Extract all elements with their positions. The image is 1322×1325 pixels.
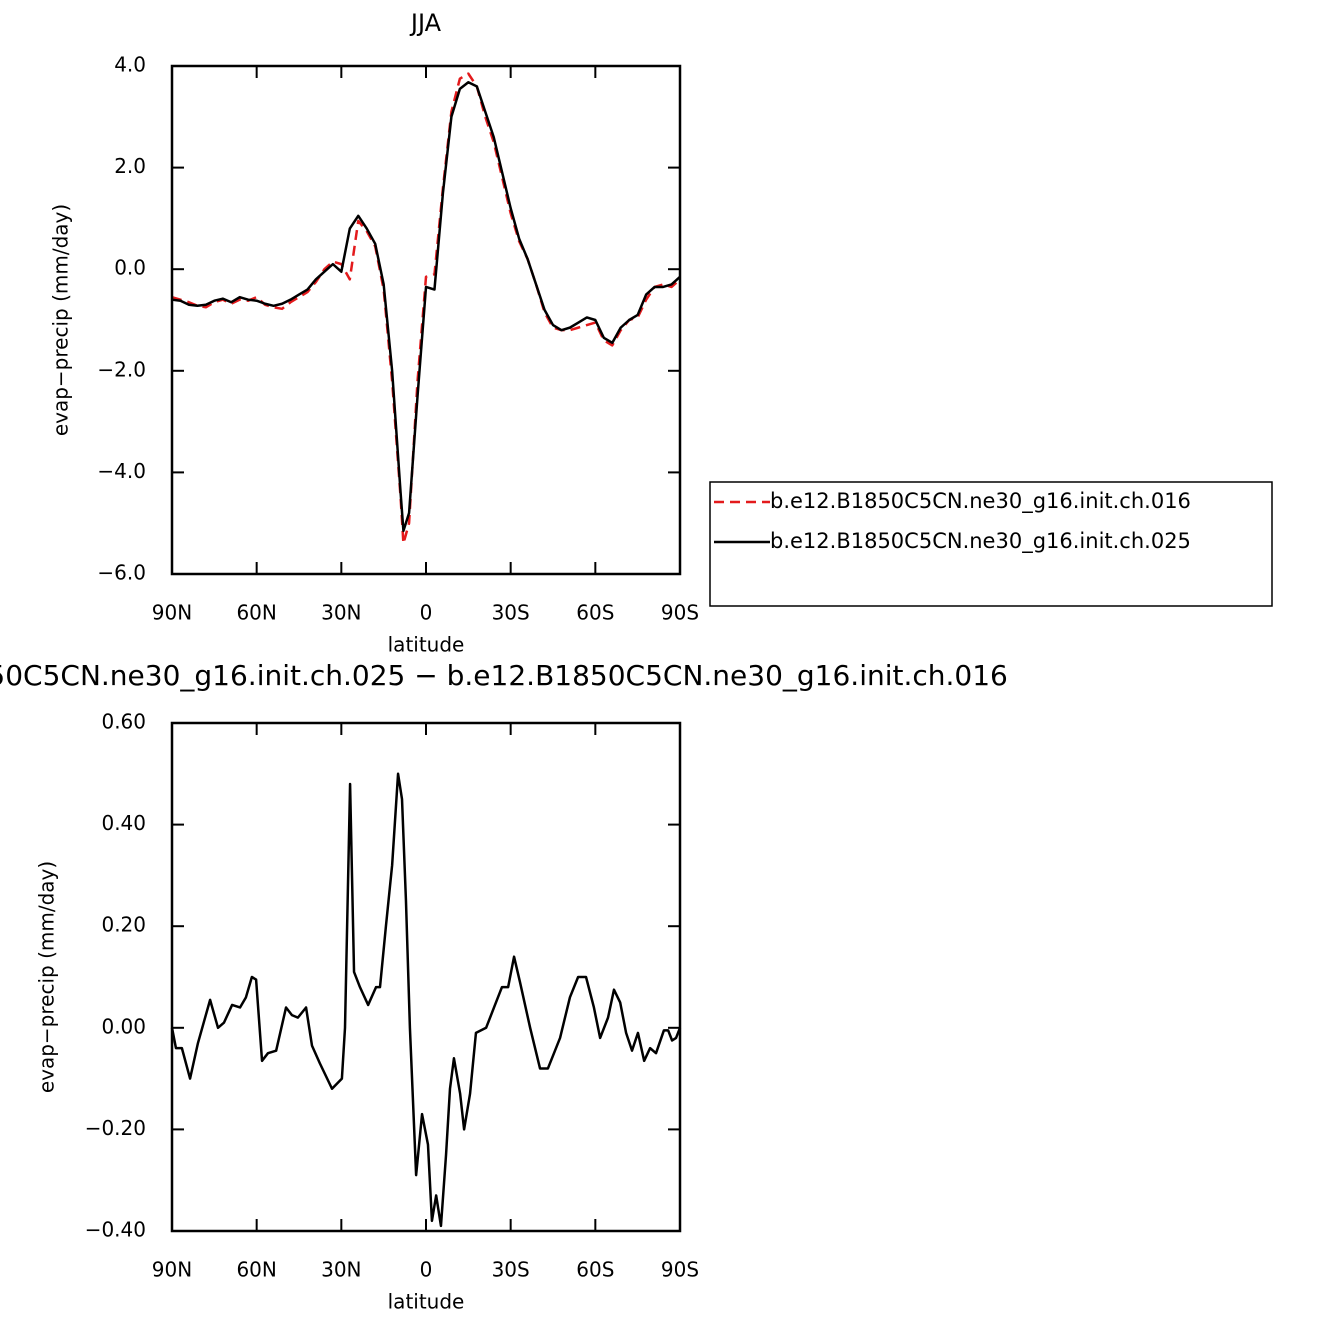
x-tick-label: 30S — [492, 1258, 530, 1282]
x-tick-label: 90S — [661, 1258, 699, 1282]
x-tick-label: 90N — [152, 1258, 192, 1282]
y-tick-label: 4.0 — [114, 53, 146, 77]
x-tick-label: 30S — [492, 601, 530, 625]
y-tick-label: 0.40 — [101, 811, 146, 835]
plot-frame — [170, 64, 682, 576]
x-tick-label: 0 — [420, 1258, 433, 1282]
legend-label: b.e12.B1850C5CN.ne30_g16.init.ch.016 — [770, 489, 1191, 514]
x-tick-label: 30N — [321, 601, 361, 625]
x-tick-label: 90S — [661, 601, 699, 625]
y-tick-label: 2.0 — [114, 154, 146, 178]
x-tick-label: 60N — [236, 1258, 276, 1282]
legend-label: b.e12.B1850C5CN.ne30_g16.init.ch.025 — [770, 529, 1191, 554]
series-line — [171, 72, 681, 545]
y-tick-label: −0.20 — [85, 1116, 146, 1140]
y-tick-label: −4.0 — [97, 459, 146, 483]
x-axis-label: latitude — [388, 633, 465, 657]
y-tick-label: −6.0 — [97, 561, 146, 585]
x-axis-label: latitude — [388, 1290, 465, 1314]
y-tick-label: −2.0 — [97, 357, 146, 381]
y-axis-label: evap−precip (mm/day) — [49, 204, 73, 436]
chart-title: b.e12.B1850C5CN.ne30_g16.init.ch.025 − b… — [0, 659, 1008, 692]
y-axis-label: evap−precip (mm/day) — [35, 861, 59, 1093]
legend-box — [709, 481, 1273, 607]
y-tick-label: −0.40 — [85, 1218, 146, 1242]
x-tick-label: 0 — [420, 601, 433, 625]
x-tick-label: 60N — [236, 601, 276, 625]
y-tick-label: 0.0 — [114, 256, 146, 280]
y-tick-label: 0.60 — [101, 710, 146, 734]
plot-frame — [170, 721, 682, 1233]
chart-title: JJA — [409, 9, 442, 37]
y-tick-label: 0.00 — [101, 1014, 146, 1038]
series-line — [171, 81, 681, 533]
x-tick-label: 60S — [576, 601, 614, 625]
x-tick-label: 30N — [321, 1258, 361, 1282]
y-tick-label: 0.20 — [101, 913, 146, 937]
x-tick-label: 60S — [576, 1258, 614, 1282]
x-tick-label: 90N — [152, 601, 192, 625]
series-line — [170, 772, 682, 1228]
